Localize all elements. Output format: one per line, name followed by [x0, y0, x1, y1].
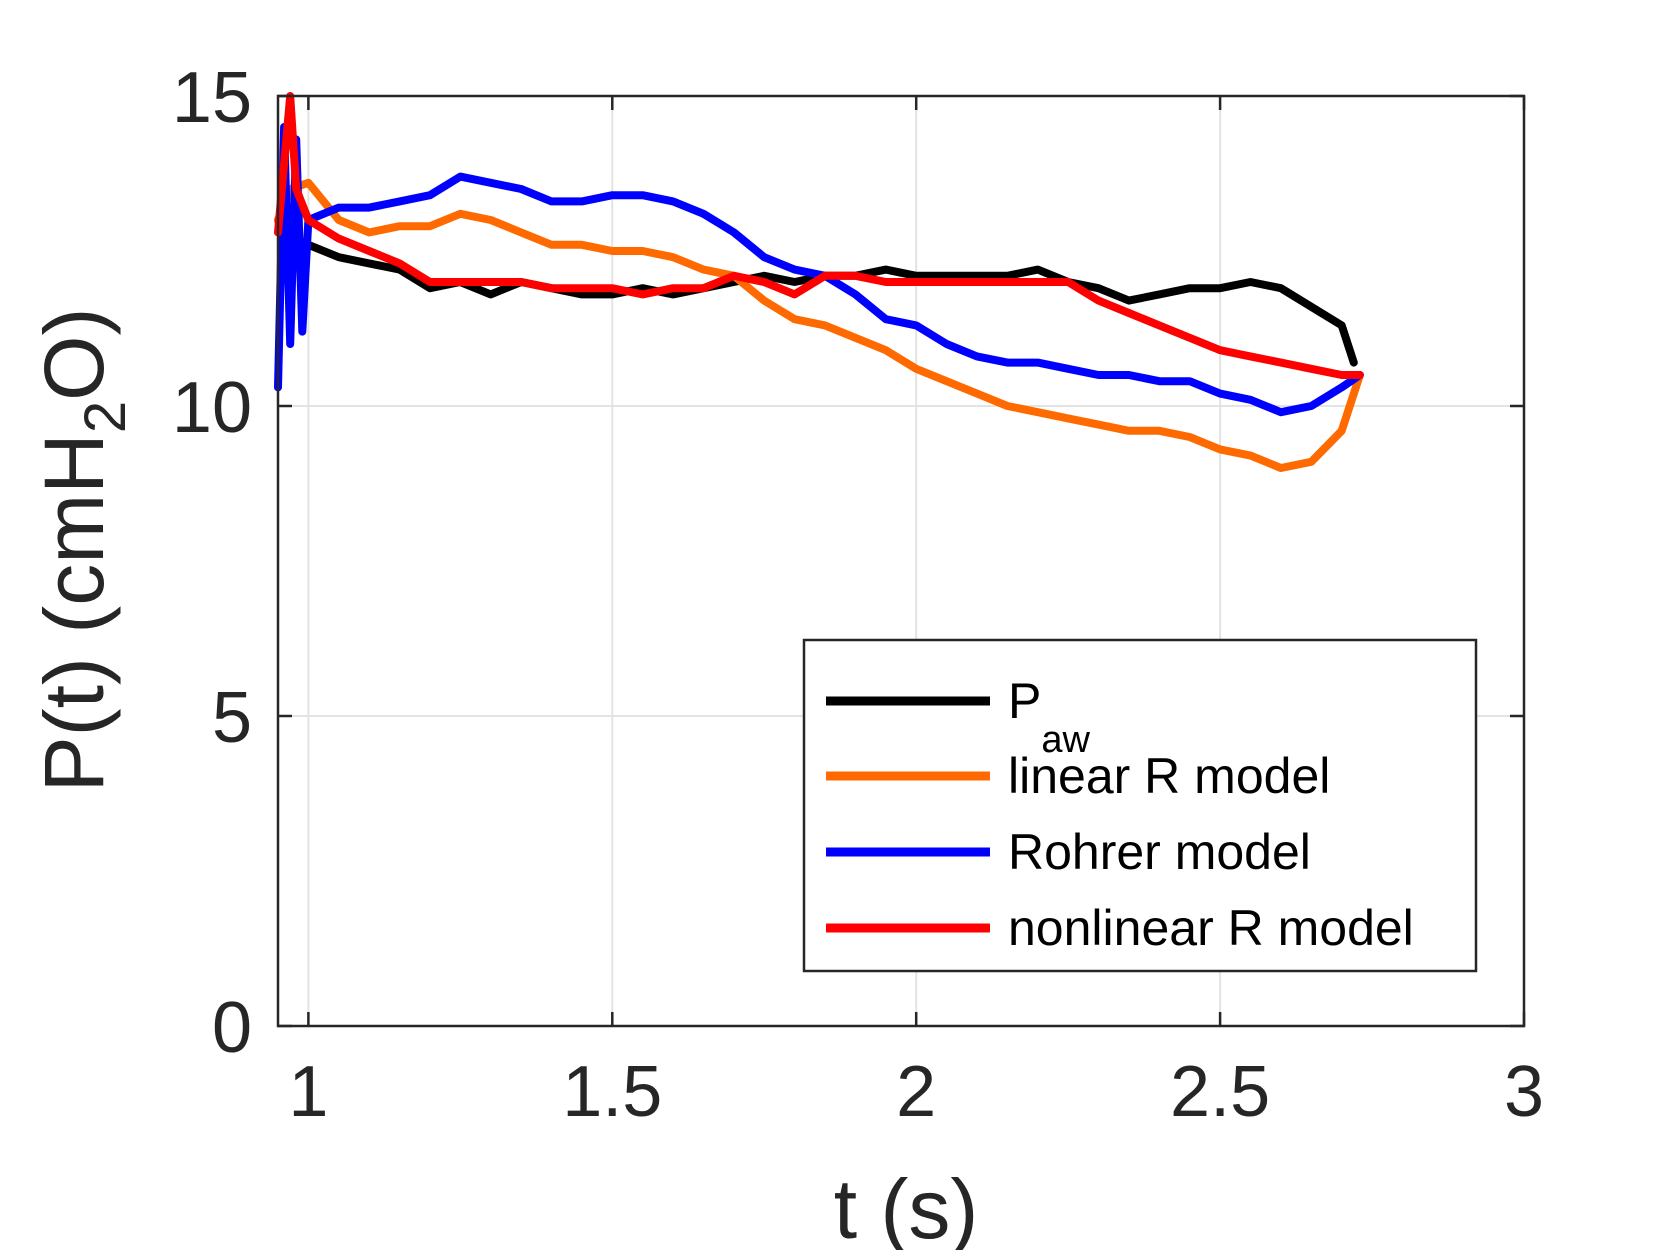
x-tick-labels: 1 1.5 2 2.5 3	[288, 1052, 1544, 1132]
y-tick-label: 0	[212, 988, 252, 1068]
y-tick-label: 5	[212, 678, 252, 758]
svg-text:P(t) (cmH2O): P(t) (cmH2O)	[27, 308, 138, 793]
legend-item-linear-r-model: linear R model	[826, 748, 1330, 804]
plot-area-border	[276, 94, 1526, 1028]
y-tick-labels: 0 5 10 15	[172, 58, 252, 1068]
series-linear-r-model-line	[274, 178, 1364, 472]
y-axis-label: P(t) (cmH2O)	[27, 308, 138, 793]
x-tick-label: 3	[1504, 1052, 1544, 1132]
y-tick-label: 15	[172, 58, 252, 138]
x-tick-label: 1	[288, 1052, 328, 1132]
y-axis-label-main: P(t) (cmH	[27, 433, 121, 792]
y-axis-label-end: O)	[27, 308, 121, 401]
series-nonlinear-r-model-line	[274, 92, 1364, 379]
plot-series	[274, 92, 1364, 472]
legend-label: Rohrer model	[1008, 824, 1311, 880]
x-tick-label: 1.5	[562, 1052, 662, 1132]
series-rohrer-model-line	[274, 123, 1364, 417]
legend-item-rohrer-model: Rohrer model	[826, 824, 1311, 880]
legend-label-subscript: aw	[1041, 719, 1090, 761]
x-tick-label: 2.5	[1170, 1052, 1270, 1132]
x-axis-label: t (s)	[834, 1162, 979, 1250]
x-tick-label: 2	[896, 1052, 936, 1132]
legend-item-nonlinear-r-model: nonlinear R model	[826, 900, 1414, 956]
legend-label: linear R model	[1008, 748, 1330, 804]
y-tick-label: 10	[172, 368, 252, 448]
series-paw-line	[274, 216, 1358, 367]
legend-label: nonlinear R model	[1008, 900, 1414, 956]
axis-ticks	[278, 94, 1526, 1028]
legend-box	[802, 638, 1478, 973]
y-axis-label-subscript: 2	[73, 401, 138, 433]
